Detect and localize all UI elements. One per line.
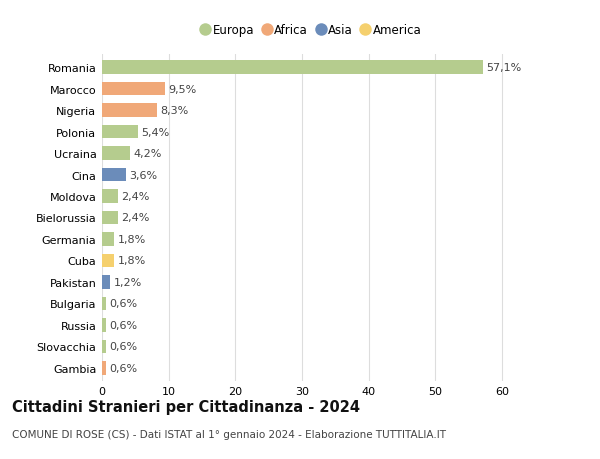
Text: 0,6%: 0,6%	[109, 341, 137, 352]
Text: 57,1%: 57,1%	[486, 63, 521, 73]
Bar	[102, 212, 118, 224]
Bar	[102, 276, 110, 289]
Text: 8,3%: 8,3%	[161, 106, 189, 116]
Text: 9,5%: 9,5%	[169, 84, 197, 95]
Text: 0,6%: 0,6%	[109, 363, 137, 373]
Text: COMUNE DI ROSE (CS) - Dati ISTAT al 1° gennaio 2024 - Elaborazione TUTTITALIA.IT: COMUNE DI ROSE (CS) - Dati ISTAT al 1° g…	[12, 429, 446, 439]
Text: Cittadini Stranieri per Cittadinanza - 2024: Cittadini Stranieri per Cittadinanza - 2…	[12, 399, 360, 414]
Text: 2,4%: 2,4%	[121, 213, 150, 223]
Bar	[102, 297, 106, 310]
Text: 1,2%: 1,2%	[113, 277, 142, 287]
Bar	[102, 233, 114, 246]
Bar	[102, 126, 138, 139]
Bar	[102, 190, 118, 203]
Bar	[102, 319, 106, 332]
Text: 1,8%: 1,8%	[118, 235, 146, 245]
Bar	[102, 254, 114, 268]
Bar	[102, 147, 130, 160]
Text: 1,8%: 1,8%	[118, 256, 146, 266]
Text: 3,6%: 3,6%	[130, 170, 157, 180]
Bar	[102, 62, 482, 75]
Bar	[102, 104, 157, 118]
Bar	[102, 361, 106, 375]
Text: 4,2%: 4,2%	[133, 149, 162, 159]
Text: 0,6%: 0,6%	[109, 299, 137, 309]
Legend: Europa, Africa, Asia, America: Europa, Africa, Asia, America	[200, 22, 424, 39]
Bar	[102, 83, 166, 96]
Bar	[102, 340, 106, 353]
Bar	[102, 168, 126, 182]
Text: 0,6%: 0,6%	[109, 320, 137, 330]
Text: 2,4%: 2,4%	[121, 191, 150, 202]
Text: 5,4%: 5,4%	[142, 127, 170, 137]
